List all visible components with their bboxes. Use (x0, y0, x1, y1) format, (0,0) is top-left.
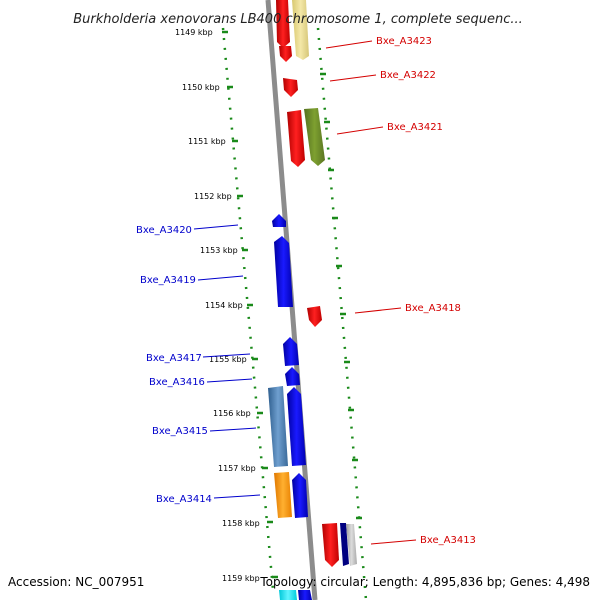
kbp-label: 1154 kbp (205, 301, 243, 310)
gene-arrow[interactable] (340, 523, 349, 566)
gene-arrow[interactable] (304, 108, 325, 166)
gene-label[interactable]: Bxe_A3420 (136, 225, 192, 236)
gene-arrow[interactable] (283, 78, 298, 97)
gene-arrow[interactable] (292, 473, 308, 518)
gene-label[interactable]: Bxe_A3422 (380, 70, 436, 81)
kbp-label: 1155 kbp (209, 355, 247, 364)
gene-arrow[interactable] (307, 306, 322, 327)
gene-arrow[interactable] (274, 472, 292, 518)
gene-label[interactable]: Bxe_A3413 (420, 535, 476, 546)
forward-gene-labels: Bxe_A3423 Bxe_A3422 Bxe_A3421 Bxe_A3418 … (376, 36, 476, 546)
ruler-ticks (222, 30, 278, 579)
gene-label[interactable]: Bxe_A3418 (405, 303, 461, 314)
kbp-label: 1156 kbp (213, 409, 251, 418)
forward-genes (276, 0, 357, 567)
gene-label[interactable]: Bxe_A3419 (140, 275, 196, 286)
gene-label[interactable]: Bxe_A3414 (156, 494, 212, 505)
map-title: Burkholderia xenovorans LB400 chromosome… (73, 12, 523, 27)
kbp-label: 1149 kbp (175, 28, 213, 37)
inner-ruler-ticks (320, 72, 362, 520)
gene-label[interactable]: Bxe_A3423 (376, 36, 432, 47)
gene-arrow[interactable] (279, 46, 292, 62)
kbp-label: 1158 kbp (222, 519, 260, 528)
gene-arrow[interactable] (274, 236, 293, 307)
gene-arrow[interactable] (322, 523, 339, 567)
kbp-label: 1153 kbp (200, 246, 238, 255)
kbp-label: 1152 kbp (194, 192, 232, 201)
gene-arrow[interactable] (279, 590, 297, 600)
accession-label: Accession: NC_007951 (8, 575, 144, 589)
outer-ruler (221, 27, 275, 591)
gene-arrow[interactable] (276, 0, 290, 48)
map-band (225, 0, 372, 600)
kbp-label: 1159 kbp (222, 574, 260, 583)
genome-summary: Topology: circular; Length: 4,895,836 bp… (259, 575, 590, 589)
gene-arrow[interactable] (292, 0, 309, 60)
kbp-labels: 1149 kbp 1150 kbp 1151 kbp 1152 kbp 1153… (175, 28, 260, 583)
gene-arrow[interactable] (346, 524, 357, 566)
gene-arrow[interactable] (272, 214, 286, 227)
gene-arrow[interactable] (285, 367, 300, 386)
reverse-gene-labels: Bxe_A3420 Bxe_A3419 Bxe_A3417 Bxe_A3416 … (136, 225, 212, 505)
gene-arrow[interactable] (298, 590, 312, 600)
gene-arrow[interactable] (268, 386, 288, 467)
gene-arrow[interactable] (283, 337, 299, 366)
label-leaders-forward (325, 40, 417, 545)
gene-label[interactable]: Bxe_A3417 (146, 353, 202, 364)
kbp-label: 1157 kbp (218, 464, 256, 473)
gene-label[interactable]: Bxe_A3421 (387, 122, 443, 133)
label-leaders-reverse (193, 224, 261, 499)
gene-arrow[interactable] (287, 110, 305, 167)
kbp-label: 1151 kbp (188, 137, 226, 146)
gene-label[interactable]: Bxe_A3415 (152, 426, 208, 437)
reverse-genes (268, 214, 312, 600)
gene-label[interactable]: Bxe_A3416 (149, 377, 205, 388)
kbp-label: 1150 kbp (182, 83, 220, 92)
gene-arrow[interactable] (287, 387, 306, 466)
